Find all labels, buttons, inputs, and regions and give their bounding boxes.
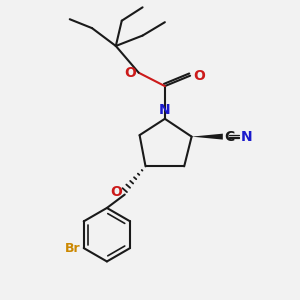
Text: O: O	[124, 66, 136, 80]
Text: Br: Br	[64, 242, 80, 255]
Text: C: C	[224, 130, 235, 144]
Polygon shape	[192, 134, 223, 140]
Text: N: N	[159, 103, 171, 117]
Text: O: O	[194, 69, 206, 83]
Text: O: O	[110, 184, 122, 199]
Text: N: N	[241, 130, 252, 144]
